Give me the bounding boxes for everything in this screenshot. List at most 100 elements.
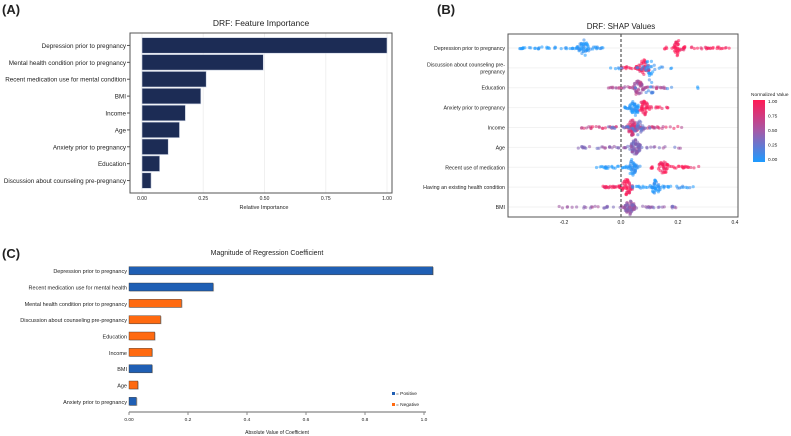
category-label: Age xyxy=(115,127,127,134)
shap-point xyxy=(620,66,624,70)
shap-point xyxy=(641,184,645,188)
shap-point xyxy=(672,126,676,130)
colorbar-tick-label: 0.25 xyxy=(768,143,778,149)
chart-title: DRF: Feature Importance xyxy=(213,18,310,28)
shap-point xyxy=(647,71,651,75)
bar xyxy=(141,104,186,122)
shap-point xyxy=(671,204,675,209)
shap-point xyxy=(628,85,632,90)
shap-point xyxy=(660,106,664,111)
category-label: Education xyxy=(103,335,127,341)
shap-point xyxy=(692,46,696,51)
shap-point xyxy=(644,85,648,89)
shap-point xyxy=(684,185,688,189)
shap-point xyxy=(683,44,687,49)
shap-point xyxy=(622,206,626,210)
category-label: Discussion about counseling pre-pregnanc… xyxy=(4,178,127,185)
category-label: Discussion about counseling pre-pregnanc… xyxy=(20,318,127,324)
shap-point xyxy=(645,60,649,64)
shap-point xyxy=(677,164,681,169)
bar xyxy=(128,348,153,357)
shap-point xyxy=(640,59,644,63)
colorbar-tick-label: 1.00 xyxy=(768,99,778,105)
shap-point xyxy=(637,125,641,129)
shap-point xyxy=(639,106,644,110)
shap-point xyxy=(661,124,665,129)
shap-point xyxy=(676,124,680,129)
shap-point xyxy=(630,118,634,122)
shap-point xyxy=(656,205,660,209)
shap-point xyxy=(689,45,694,50)
shap-point xyxy=(599,46,603,51)
x-tick-label: 1.00 xyxy=(382,196,392,202)
shap-point xyxy=(636,184,640,189)
bar xyxy=(141,37,388,54)
feature-label: Income xyxy=(488,126,505,132)
shap-point xyxy=(611,85,615,89)
feature-label: Discussion about counseling pre- xyxy=(427,62,505,68)
shap-point xyxy=(591,125,595,129)
shap-point xyxy=(632,148,636,152)
shap-point xyxy=(669,164,673,169)
shap-point xyxy=(677,39,681,43)
shap-point xyxy=(614,86,618,90)
shap-point xyxy=(674,206,678,210)
shap-point xyxy=(654,85,659,89)
shap-point xyxy=(603,166,607,170)
shap-point xyxy=(560,206,565,210)
shap-point xyxy=(647,78,651,82)
shap-point xyxy=(681,166,685,170)
shap-point xyxy=(593,45,597,49)
shap-point xyxy=(584,126,589,130)
shap-point xyxy=(598,165,602,169)
shap-point xyxy=(662,171,666,175)
shap-point xyxy=(644,90,648,95)
shap-point xyxy=(646,63,650,67)
shap-point xyxy=(648,205,653,209)
shap-point xyxy=(651,189,655,193)
shap-point xyxy=(593,204,597,208)
shap-point xyxy=(527,46,531,50)
shap-point xyxy=(624,184,628,188)
bar xyxy=(128,397,137,406)
shap-point xyxy=(634,163,638,167)
shap-point xyxy=(629,160,633,164)
shap-point xyxy=(594,124,598,129)
shap-point xyxy=(624,177,628,182)
legend-swatch xyxy=(392,392,395,395)
shap-point xyxy=(634,126,638,131)
shap-point xyxy=(646,89,651,93)
shap-point xyxy=(641,65,645,69)
legend-swatch xyxy=(392,403,395,406)
shap-point xyxy=(622,186,626,190)
shap-point xyxy=(662,47,667,51)
shap-point xyxy=(565,205,569,209)
shap-point xyxy=(647,67,651,71)
shap-point xyxy=(671,45,676,49)
shap-point xyxy=(640,102,645,107)
shap-point xyxy=(648,184,652,188)
shap-point xyxy=(699,46,703,50)
shap-point xyxy=(622,146,626,150)
shap-point xyxy=(628,206,632,210)
shap-point xyxy=(557,204,561,209)
bar xyxy=(141,54,264,71)
panel-label-c: (C) xyxy=(2,246,20,261)
shap-point xyxy=(615,145,619,150)
shap-point xyxy=(553,46,558,50)
shap-point xyxy=(611,125,615,129)
shap-point xyxy=(658,168,662,173)
shap-point xyxy=(673,42,677,47)
feature-label: BMI xyxy=(496,205,505,211)
colorbar-tick-label: 0.50 xyxy=(768,128,778,134)
shap-point xyxy=(625,203,629,207)
shap-point xyxy=(692,166,696,170)
shap-point xyxy=(580,51,584,56)
x-tick-label: 0.75 xyxy=(321,196,331,202)
x-tick-label: 1.0 xyxy=(421,417,428,423)
shap-point xyxy=(624,125,628,129)
shap-point xyxy=(630,166,635,170)
shap-point xyxy=(679,185,683,189)
shap-point xyxy=(719,47,723,51)
shap-point xyxy=(647,73,652,78)
